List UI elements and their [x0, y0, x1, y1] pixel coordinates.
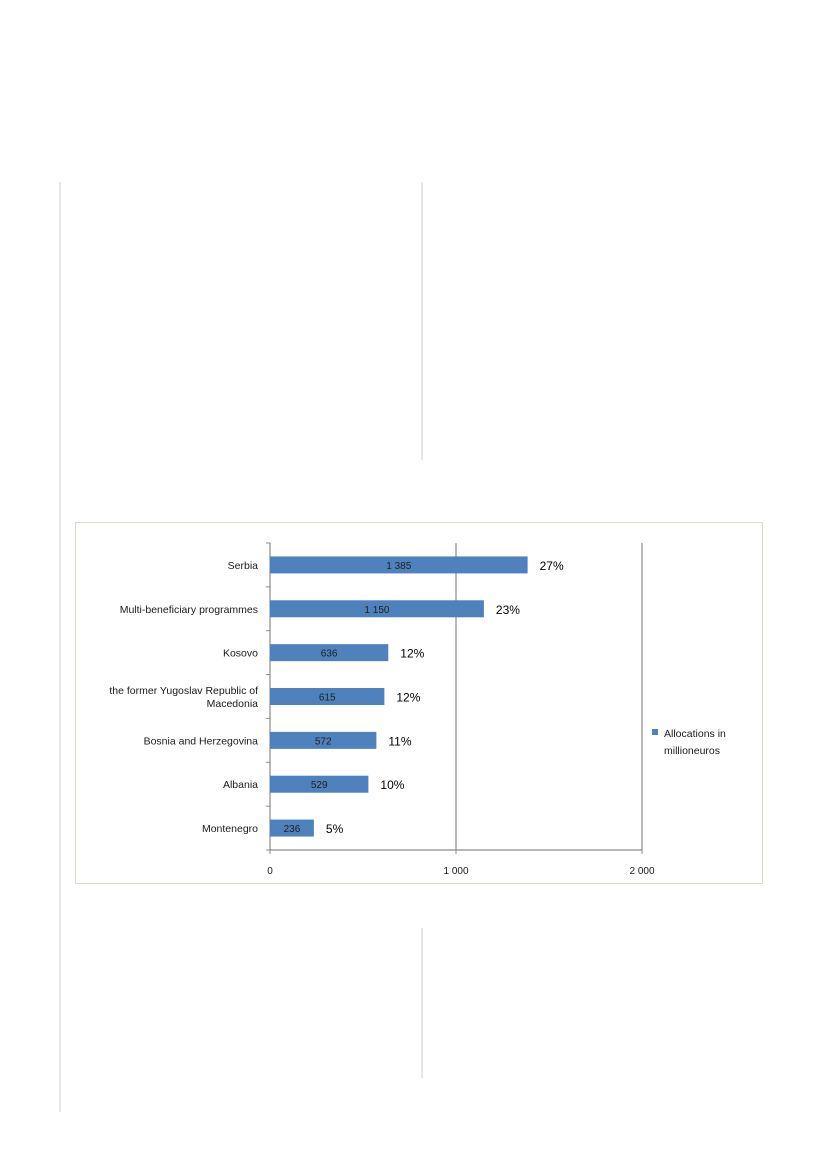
labels: 0 1 000 2 000 Serbia 1 385 27% Multi-beneficia… — [109, 559, 655, 877]
bar-percent-label: 10% — [380, 778, 404, 792]
bar — [270, 775, 369, 793]
bar-value-label: 236 — [284, 824, 301, 835]
bar-value-label: 529 — [311, 780, 328, 791]
legend-label: Allocations in — [664, 728, 726, 740]
category-label: Bosnia and Herzegovina — [144, 735, 259, 747]
category-label: Albania — [223, 779, 258, 791]
bar-percent-label: 5% — [326, 822, 344, 836]
bar-chart: 0 1 000 2 000 Serbia 1 385 27% Multi-beneficia… — [109, 542, 726, 877]
x-tick-label: 0 — [267, 866, 273, 877]
bar-value-label: 636 — [321, 649, 338, 660]
category-label: Kosovo — [223, 648, 258, 660]
bar-percent-label: 12% — [396, 691, 420, 705]
bar — [270, 819, 314, 837]
category-label: Montenegro — [202, 823, 258, 835]
bar-value-label: 1 150 — [364, 605, 389, 616]
bar-percent-label: 11% — [388, 734, 411, 748]
bar-value-label: 615 — [319, 693, 336, 704]
bar-percent-label: 23% — [496, 603, 520, 617]
x-tick-label: 2 000 — [629, 866, 654, 877]
bar — [270, 600, 484, 618]
bar-value-label: 1 385 — [386, 561, 411, 572]
chart-area: 0 1 000 2 000 Serbia 1 385 27% Multi-beneficia… — [75, 522, 763, 884]
category-label: Serbia — [228, 560, 259, 572]
category-label: the former Yugoslav Republic of — [109, 685, 258, 697]
bars — [270, 556, 528, 837]
page-column-rule — [421, 928, 423, 1078]
bar — [270, 644, 389, 662]
bar-value-label: 572 — [315, 736, 332, 747]
category-label: Multi-beneficiary programmes — [120, 604, 258, 616]
bar-percent-label: 12% — [400, 647, 424, 661]
x-tick-label: 1 000 — [443, 866, 468, 877]
page-column-rule — [421, 182, 423, 460]
gridlines — [455, 543, 643, 850]
legend: Allocations in millioneuros — [652, 728, 726, 757]
page-column-rule — [59, 182, 61, 1112]
bar — [270, 556, 528, 574]
legend-label: millioneuros — [664, 745, 720, 757]
legend-swatch — [652, 729, 658, 735]
bar — [270, 731, 377, 749]
bar-percent-label: 27% — [540, 559, 564, 573]
bar — [270, 688, 385, 705]
category-label: Macedonia — [207, 698, 259, 710]
